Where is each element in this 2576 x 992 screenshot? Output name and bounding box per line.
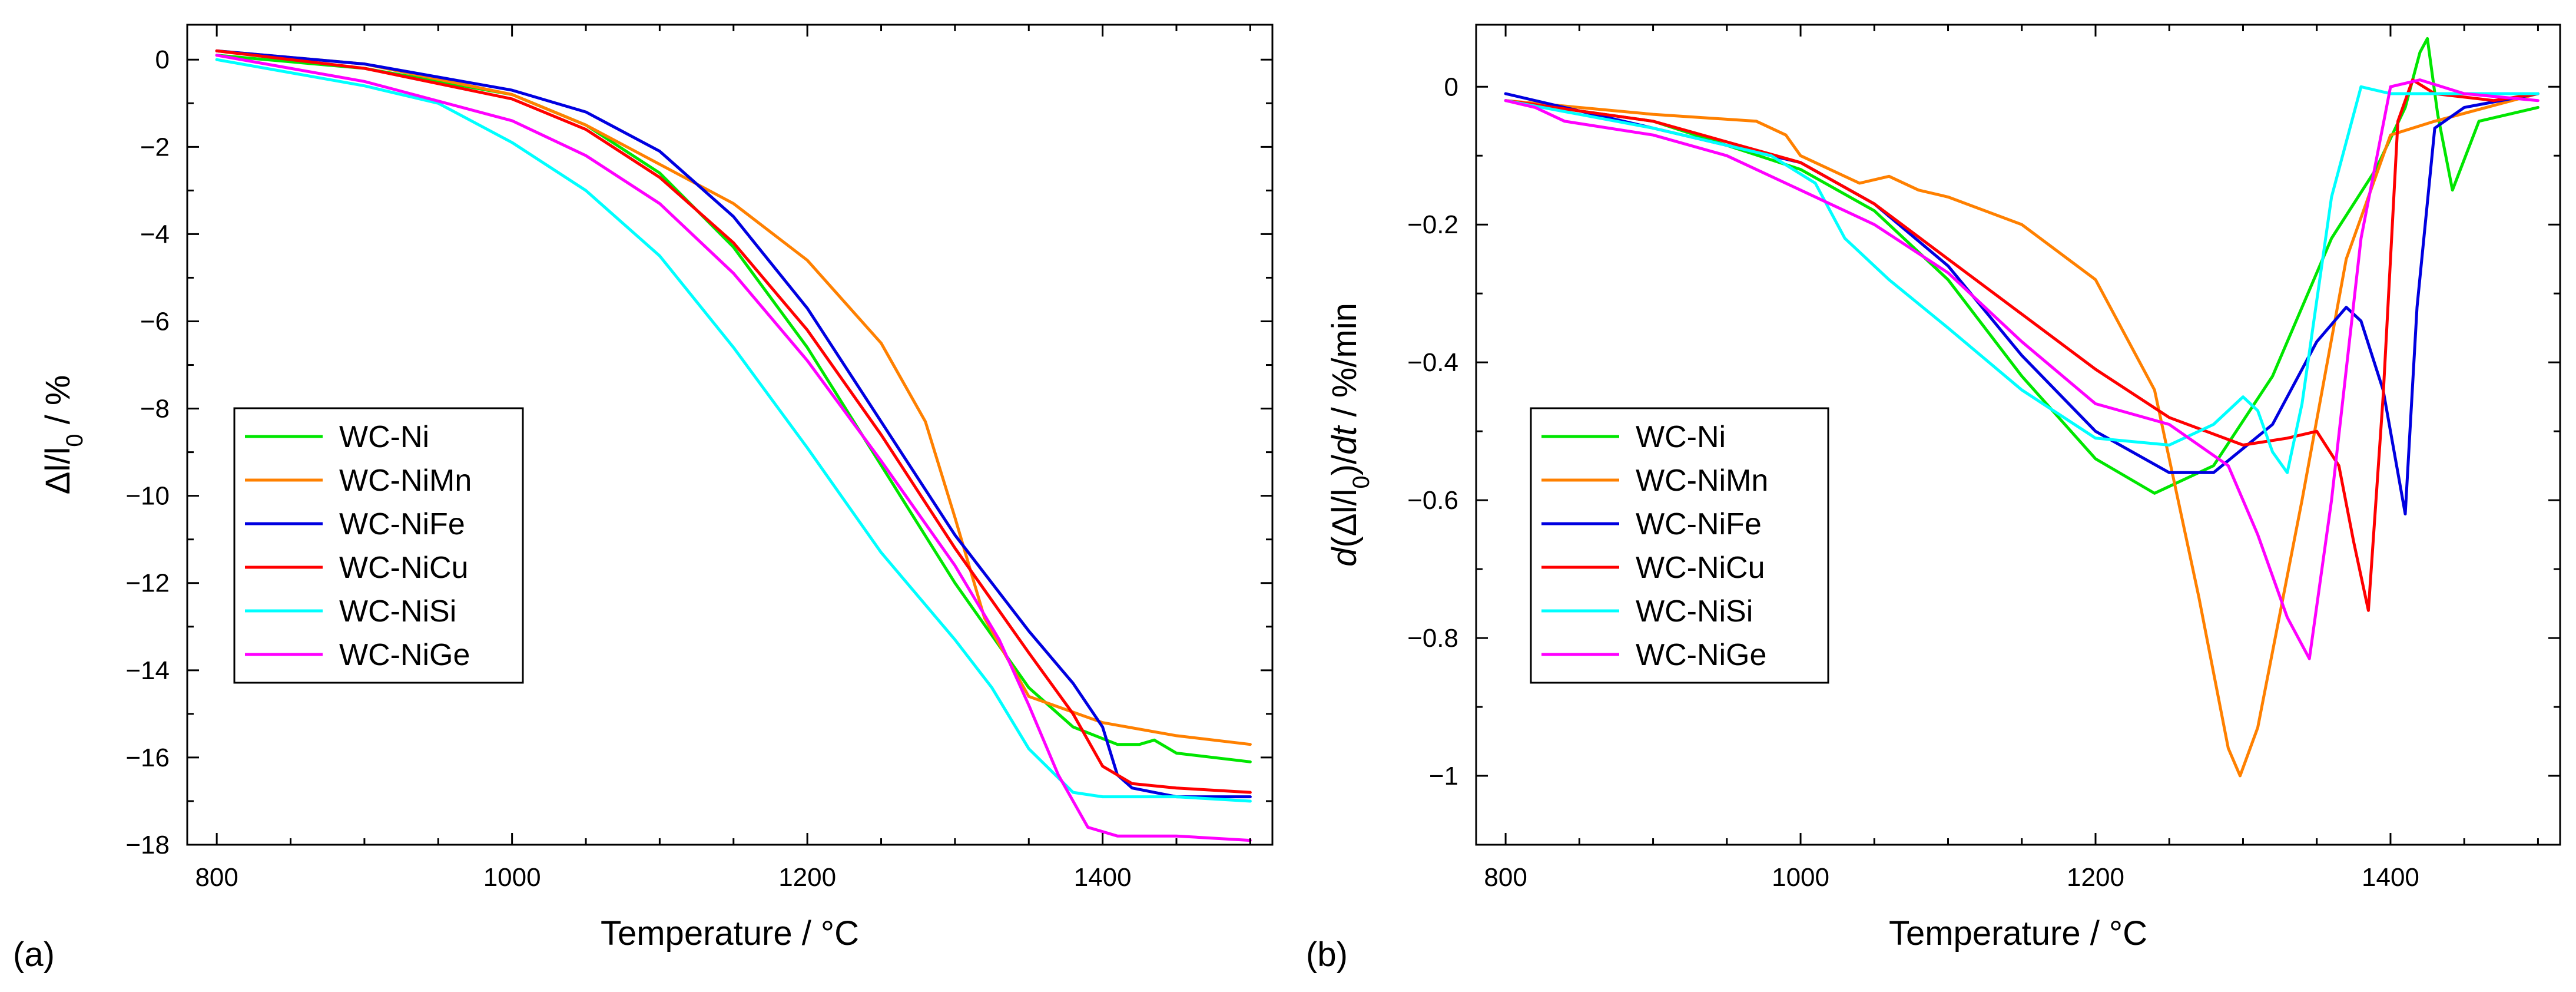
series-line-wc-ni xyxy=(1504,37,2539,495)
legend-label-wc-nige: WC-NiGe xyxy=(1636,638,1766,672)
y-axis-title: Δl/l0 / % xyxy=(39,375,88,495)
y-tick-label: −0.2 xyxy=(1407,210,1458,239)
x-axis-title: Temperature / °C xyxy=(1889,914,2147,953)
panel-b: 800 1000 1200 1400 0 −0.2 −0.4 −0.6 −0.8 −1 Temper… xyxy=(1306,24,2561,974)
x-axis-title: Temperature / °C xyxy=(601,914,859,953)
legend-label-wc-nicu: WC-NiCu xyxy=(1636,551,1765,585)
x-tick-label: 800 xyxy=(195,863,238,892)
plot-frame xyxy=(1475,24,2561,846)
y-tick-label: −6 xyxy=(140,307,170,336)
series-line-wc-nige xyxy=(1504,78,2539,660)
x-tick-label: 1400 xyxy=(2362,863,2419,892)
x-tick-label: 1000 xyxy=(483,863,541,892)
y-tick-label: −12 xyxy=(125,569,170,598)
legend-label-wc-ni: WC-Ni xyxy=(339,420,429,454)
y-tick-label: −18 xyxy=(125,831,170,859)
legend-label-wc-nisi: WC-NiSi xyxy=(339,594,456,629)
y-tick-label: 0 xyxy=(1444,72,1458,101)
x-tick-label: 1400 xyxy=(1074,863,1132,892)
y-tick-label: −0.8 xyxy=(1407,624,1458,653)
series-line-wc-nife xyxy=(215,49,1252,799)
panel-a: 800 1000 1200 1400 0 −2 −4 −6 −8 −10 −12 −14 −16 −18 T… xyxy=(13,24,1274,974)
panel-label: (a) xyxy=(13,935,55,974)
y-tick-label: −4 xyxy=(140,220,170,249)
series-line-wc-nimn xyxy=(215,49,1252,746)
series-line-wc-nimn xyxy=(1504,92,2539,778)
legend-label-wc-ni: WC-Ni xyxy=(1636,420,1726,454)
legend-label-wc-nige: WC-NiGe xyxy=(339,638,470,672)
y-tick-label: −0.6 xyxy=(1407,486,1458,515)
plot-frame xyxy=(186,24,1274,846)
y-tick-label: −1 xyxy=(1429,762,1458,791)
x-tick-label: 1200 xyxy=(778,863,836,892)
legend-label-wc-nisi: WC-NiSi xyxy=(1636,594,1753,629)
x-tick-label: 800 xyxy=(1484,863,1527,892)
legend-box xyxy=(1530,407,1829,684)
x-tick-label: 1000 xyxy=(1772,863,1829,892)
legend-label-wc-nimn: WC-NiMn xyxy=(1636,464,1768,498)
y-tick-label: −2 xyxy=(140,133,170,161)
y-tick-label: −8 xyxy=(140,395,170,424)
legend: WC-Ni WC-NiMn WC-NiFe WC-NiCu WC-NiSi WC-NiGe xyxy=(233,407,524,684)
legend-label-wc-nimn: WC-NiMn xyxy=(339,464,472,498)
legend-box xyxy=(233,407,524,684)
x-tick-label: 1200 xyxy=(2067,863,2124,892)
y-tick-label: −16 xyxy=(125,743,170,772)
series-line-wc-nige xyxy=(215,54,1252,842)
series-line-wc-nicu xyxy=(215,49,1252,794)
y-tick-label: −14 xyxy=(125,656,170,685)
series-line-wc-nicu xyxy=(1504,78,2539,612)
y-tick-label: −0.4 xyxy=(1407,348,1458,377)
legend-label-wc-nife: WC-NiFe xyxy=(339,507,465,541)
legend-label-wc-nife: WC-NiFe xyxy=(1636,507,1762,541)
series-line-wc-nisi xyxy=(215,58,1252,803)
y-tick-label: 0 xyxy=(155,45,170,74)
legend-label-wc-nicu: WC-NiCu xyxy=(339,551,469,585)
legend: WC-Ni WC-NiMn WC-NiFe WC-NiCu WC-NiSi WC-NiGe xyxy=(1530,407,1829,684)
y-axis-title: d(Δl/l0)/dt / %/min xyxy=(1325,303,1374,567)
y-tick-label: −10 xyxy=(125,482,170,511)
panel-label: (b) xyxy=(1306,935,1348,974)
